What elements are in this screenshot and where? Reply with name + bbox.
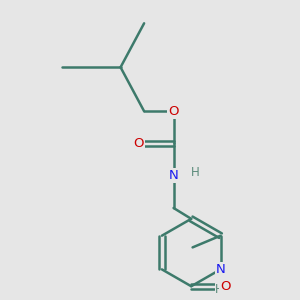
Text: H: H	[191, 166, 200, 179]
Text: O: O	[168, 105, 179, 118]
Text: O: O	[133, 137, 143, 150]
Text: N: N	[169, 169, 178, 182]
Text: H: H	[215, 283, 224, 296]
Text: N: N	[216, 263, 225, 276]
Text: O: O	[220, 280, 230, 293]
